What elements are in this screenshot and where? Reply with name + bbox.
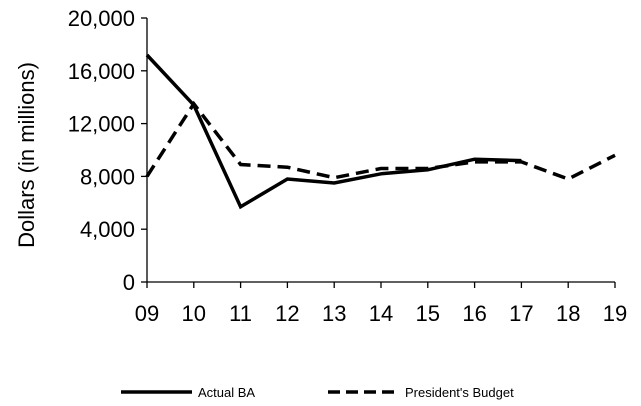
- y-tick-label: 12,000: [68, 112, 135, 137]
- x-tick-label: 14: [369, 301, 393, 326]
- y-axis-ticks: 0 4,000 8,000 12,000 16,000 20,000: [68, 6, 147, 295]
- y-tick-label: 16,000: [68, 59, 135, 84]
- x-tick-label: 18: [556, 301, 580, 326]
- x-axis-ticks: 09 10 11 12 13 14 15 16 17 18 19: [135, 282, 627, 326]
- y-tick-label: 8,000: [80, 164, 135, 189]
- x-tick-label: 19: [603, 301, 627, 326]
- x-tick-label: 12: [275, 301, 299, 326]
- x-tick-label: 16: [462, 301, 486, 326]
- legend-label: Actual BA: [198, 385, 255, 400]
- legend-label: President's Budget: [405, 385, 514, 400]
- y-tick-label: 0: [123, 270, 135, 295]
- series-line-presidents-budget: [145, 100, 616, 181]
- x-tick-label: 09: [135, 301, 159, 326]
- x-tick-label: 17: [509, 301, 533, 326]
- y-tick-label: 4,000: [80, 217, 135, 242]
- series-group: [145, 53, 616, 210]
- x-tick-label: 15: [416, 301, 440, 326]
- axes: [146, 18, 615, 283]
- x-tick-label: 13: [322, 301, 346, 326]
- y-tick-label: 20,000: [68, 6, 135, 31]
- legend: Actual BA President's Budget: [121, 385, 514, 400]
- y-axis-label: Dollars (in millions): [14, 62, 39, 248]
- x-tick-label: 11: [229, 301, 252, 326]
- series-line-actual-ba: [145, 53, 522, 210]
- x-tick-label: 10: [182, 301, 206, 326]
